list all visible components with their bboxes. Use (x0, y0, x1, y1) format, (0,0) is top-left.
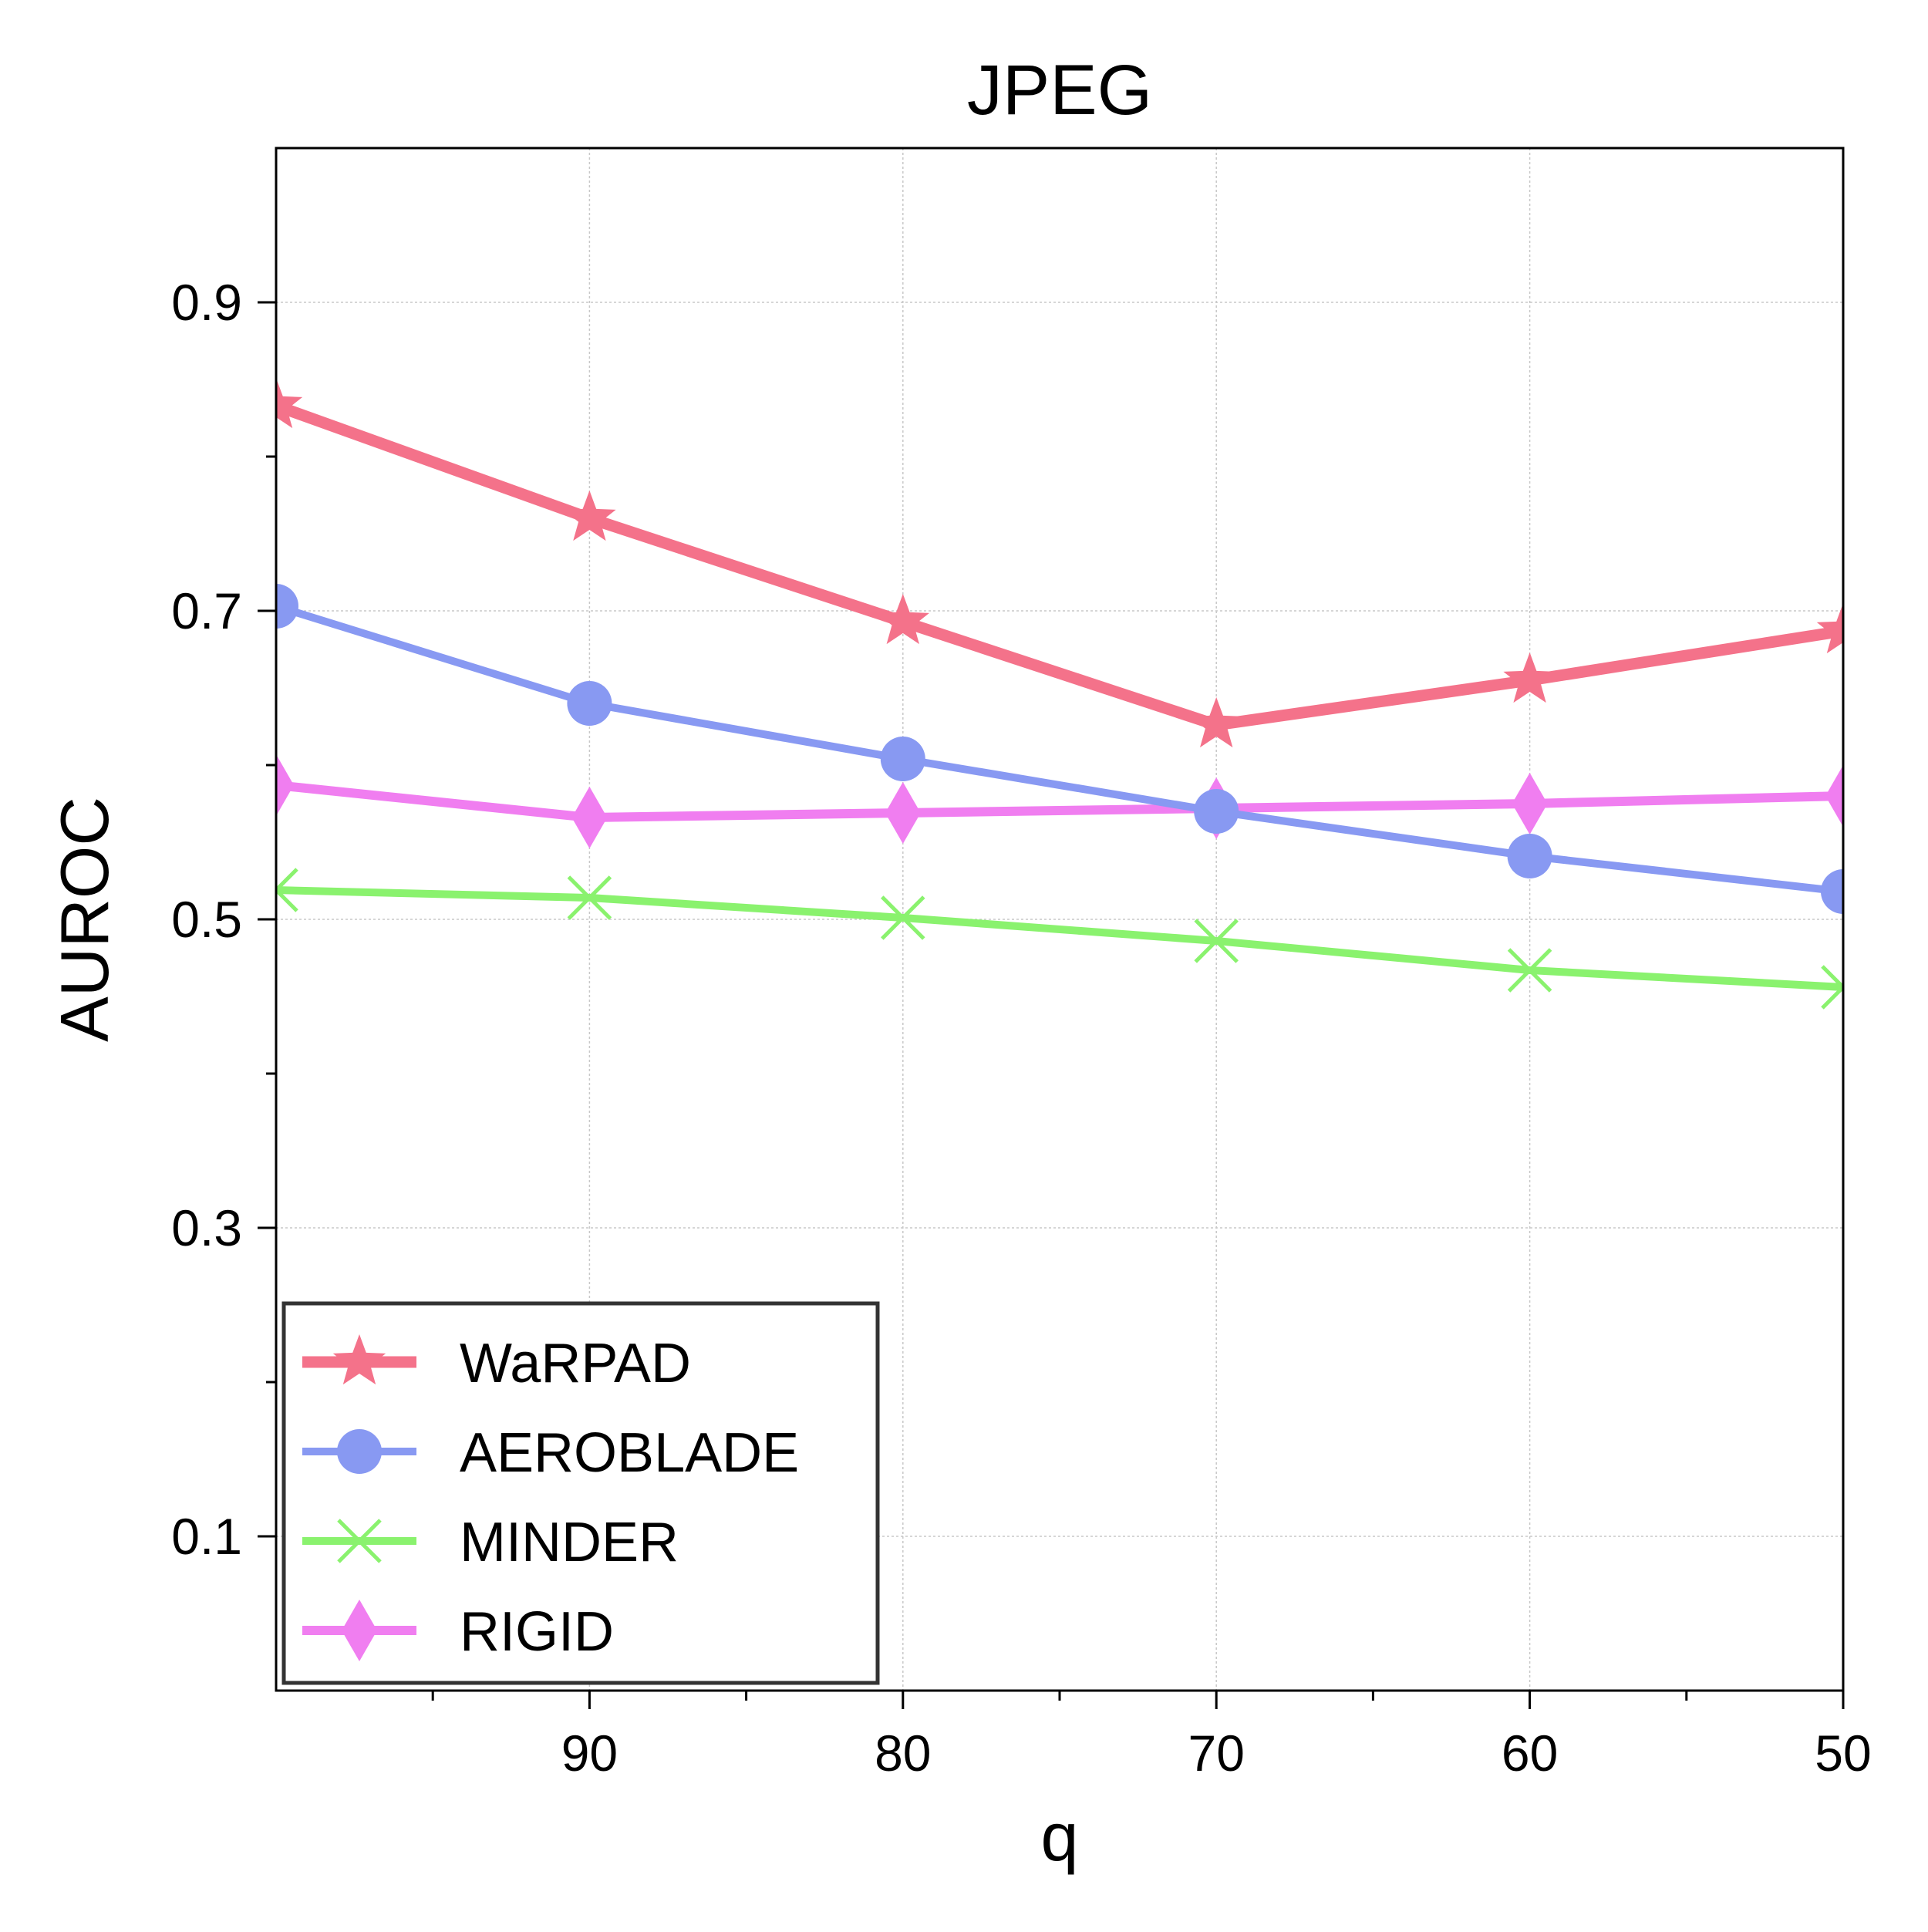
x-tick-label: 50 (1815, 1725, 1871, 1782)
y-tick-label: 0.7 (171, 582, 242, 639)
x-tick-label: 70 (1188, 1725, 1244, 1782)
y-axis-label: AUROC (46, 797, 123, 1042)
legend-marker (337, 1519, 382, 1563)
data-point (276, 868, 298, 912)
y-tick-label: 0.3 (171, 1199, 242, 1256)
series-layer (276, 378, 1843, 1010)
y-tick-label: 0.1 (171, 1508, 242, 1565)
series-aeroblade (276, 584, 1843, 914)
x-axis-label: q (1041, 1799, 1079, 1875)
data-point (276, 584, 298, 629)
legend-item-minder: MINDER (302, 1512, 679, 1573)
data-point (1816, 603, 1843, 654)
data-point (1821, 965, 1843, 1010)
data-point (1821, 869, 1843, 914)
legend: WaRPAD AEROBLADE MINDER RIGID (281, 1301, 880, 1685)
legend-label: MINDER (460, 1512, 679, 1573)
data-point (567, 875, 612, 920)
series-line (276, 886, 1843, 991)
legend-label: RIGID (460, 1601, 614, 1663)
data-point (1503, 652, 1556, 703)
data-point (1507, 834, 1552, 878)
x-tick-label: 60 (1502, 1725, 1558, 1782)
data-point (567, 681, 612, 726)
series-line (276, 400, 1843, 731)
data-point (1512, 773, 1548, 835)
x-tick-label: 80 (875, 1725, 931, 1782)
legend-marker (342, 1600, 377, 1661)
y-tick-label: 0.5 (171, 891, 242, 948)
legend-item-rigid: RIGID (302, 1600, 614, 1663)
series-line (276, 781, 1843, 822)
data-point (885, 782, 921, 844)
series-line (276, 602, 1843, 895)
legend-item-warpad: WaRPAD (302, 1333, 691, 1394)
chart-title: JPEG (967, 51, 1152, 130)
data-point (881, 895, 925, 940)
data-point (571, 787, 608, 848)
data-point (1190, 697, 1243, 748)
legend-label: AEROBLADE (460, 1422, 799, 1484)
data-point (880, 737, 925, 781)
legend-label: WaRPAD (460, 1333, 691, 1394)
data-point (1507, 948, 1552, 993)
data-point (1194, 789, 1239, 834)
data-point (876, 594, 929, 645)
series-rigid (276, 754, 1843, 848)
data-point (276, 378, 303, 429)
legend-marker (332, 1334, 386, 1385)
data-point (276, 754, 294, 816)
data-point (563, 491, 616, 541)
data-point (1825, 765, 1843, 827)
legend-item-aeroblade: AEROBLADE (302, 1422, 799, 1484)
data-point (1194, 919, 1239, 963)
series-warpad (276, 378, 1843, 748)
ticks-layer: 90 80 70 60 50 0.1 0.3 0.5 0.7 0.9 (171, 274, 1871, 1782)
grid-layer (276, 148, 1844, 1691)
series-minder (276, 868, 1843, 1010)
y-tick-label: 0.9 (171, 274, 242, 331)
legend-marker (337, 1429, 382, 1474)
x-tick-label: 90 (561, 1725, 618, 1782)
